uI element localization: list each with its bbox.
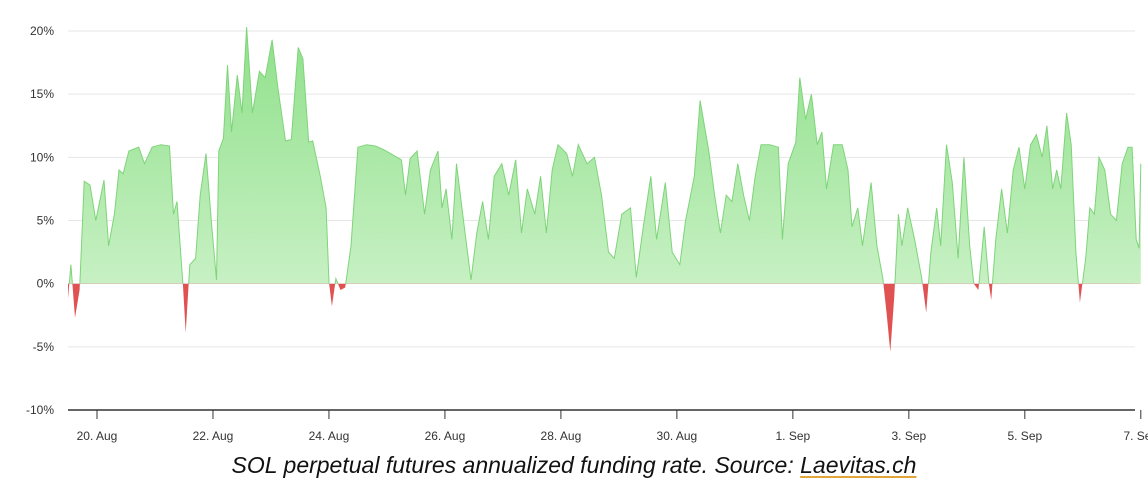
positive-rate-line: [68, 27, 1142, 284]
x-tick-label: 5. Sep: [1007, 429, 1042, 443]
chart-caption: SOL perpetual futures annualized funding…: [0, 452, 1148, 479]
x-tick-label: 1. Sep: [776, 429, 811, 443]
x-tick-label: 28. Aug: [541, 429, 582, 443]
y-tick-label: -5%: [33, 340, 55, 354]
x-tick-label: 22. Aug: [193, 429, 234, 443]
caption-text: SOL perpetual futures annualized funding…: [231, 452, 801, 478]
x-tick-label: 26. Aug: [425, 429, 466, 443]
positive-rate-area: [69, 27, 1141, 284]
source-link[interactable]: Laevitas.ch: [800, 452, 917, 478]
y-axis: -10% -5% 0% 5% 10% 15% 20%: [26, 24, 54, 417]
x-tick-label: 3. Sep: [891, 429, 926, 443]
x-tick-label: 24. Aug: [309, 429, 350, 443]
x-tick-label: 30. Aug: [657, 429, 698, 443]
y-tick-label: 5%: [37, 214, 55, 228]
x-axis: 20. Aug 22. Aug 24. Aug 26. Aug 28. Aug 30. A…: [68, 409, 1148, 443]
series-area: [68, 27, 1142, 352]
y-tick-label: 20%: [30, 24, 54, 38]
x-tick-label: 20. Aug: [77, 429, 118, 443]
funding-rate-chart: -10% -5% 0% 5% 10% 15% 20% 20. Aug 22. Aug 24. A…: [26, 24, 1148, 443]
y-tick-label: -10%: [26, 403, 54, 417]
y-tick-label: 15%: [30, 87, 54, 101]
x-tick-label: 7. Sep: [1123, 429, 1148, 443]
y-tick-label: 10%: [30, 150, 54, 164]
y-tick-label: 0%: [37, 277, 55, 291]
